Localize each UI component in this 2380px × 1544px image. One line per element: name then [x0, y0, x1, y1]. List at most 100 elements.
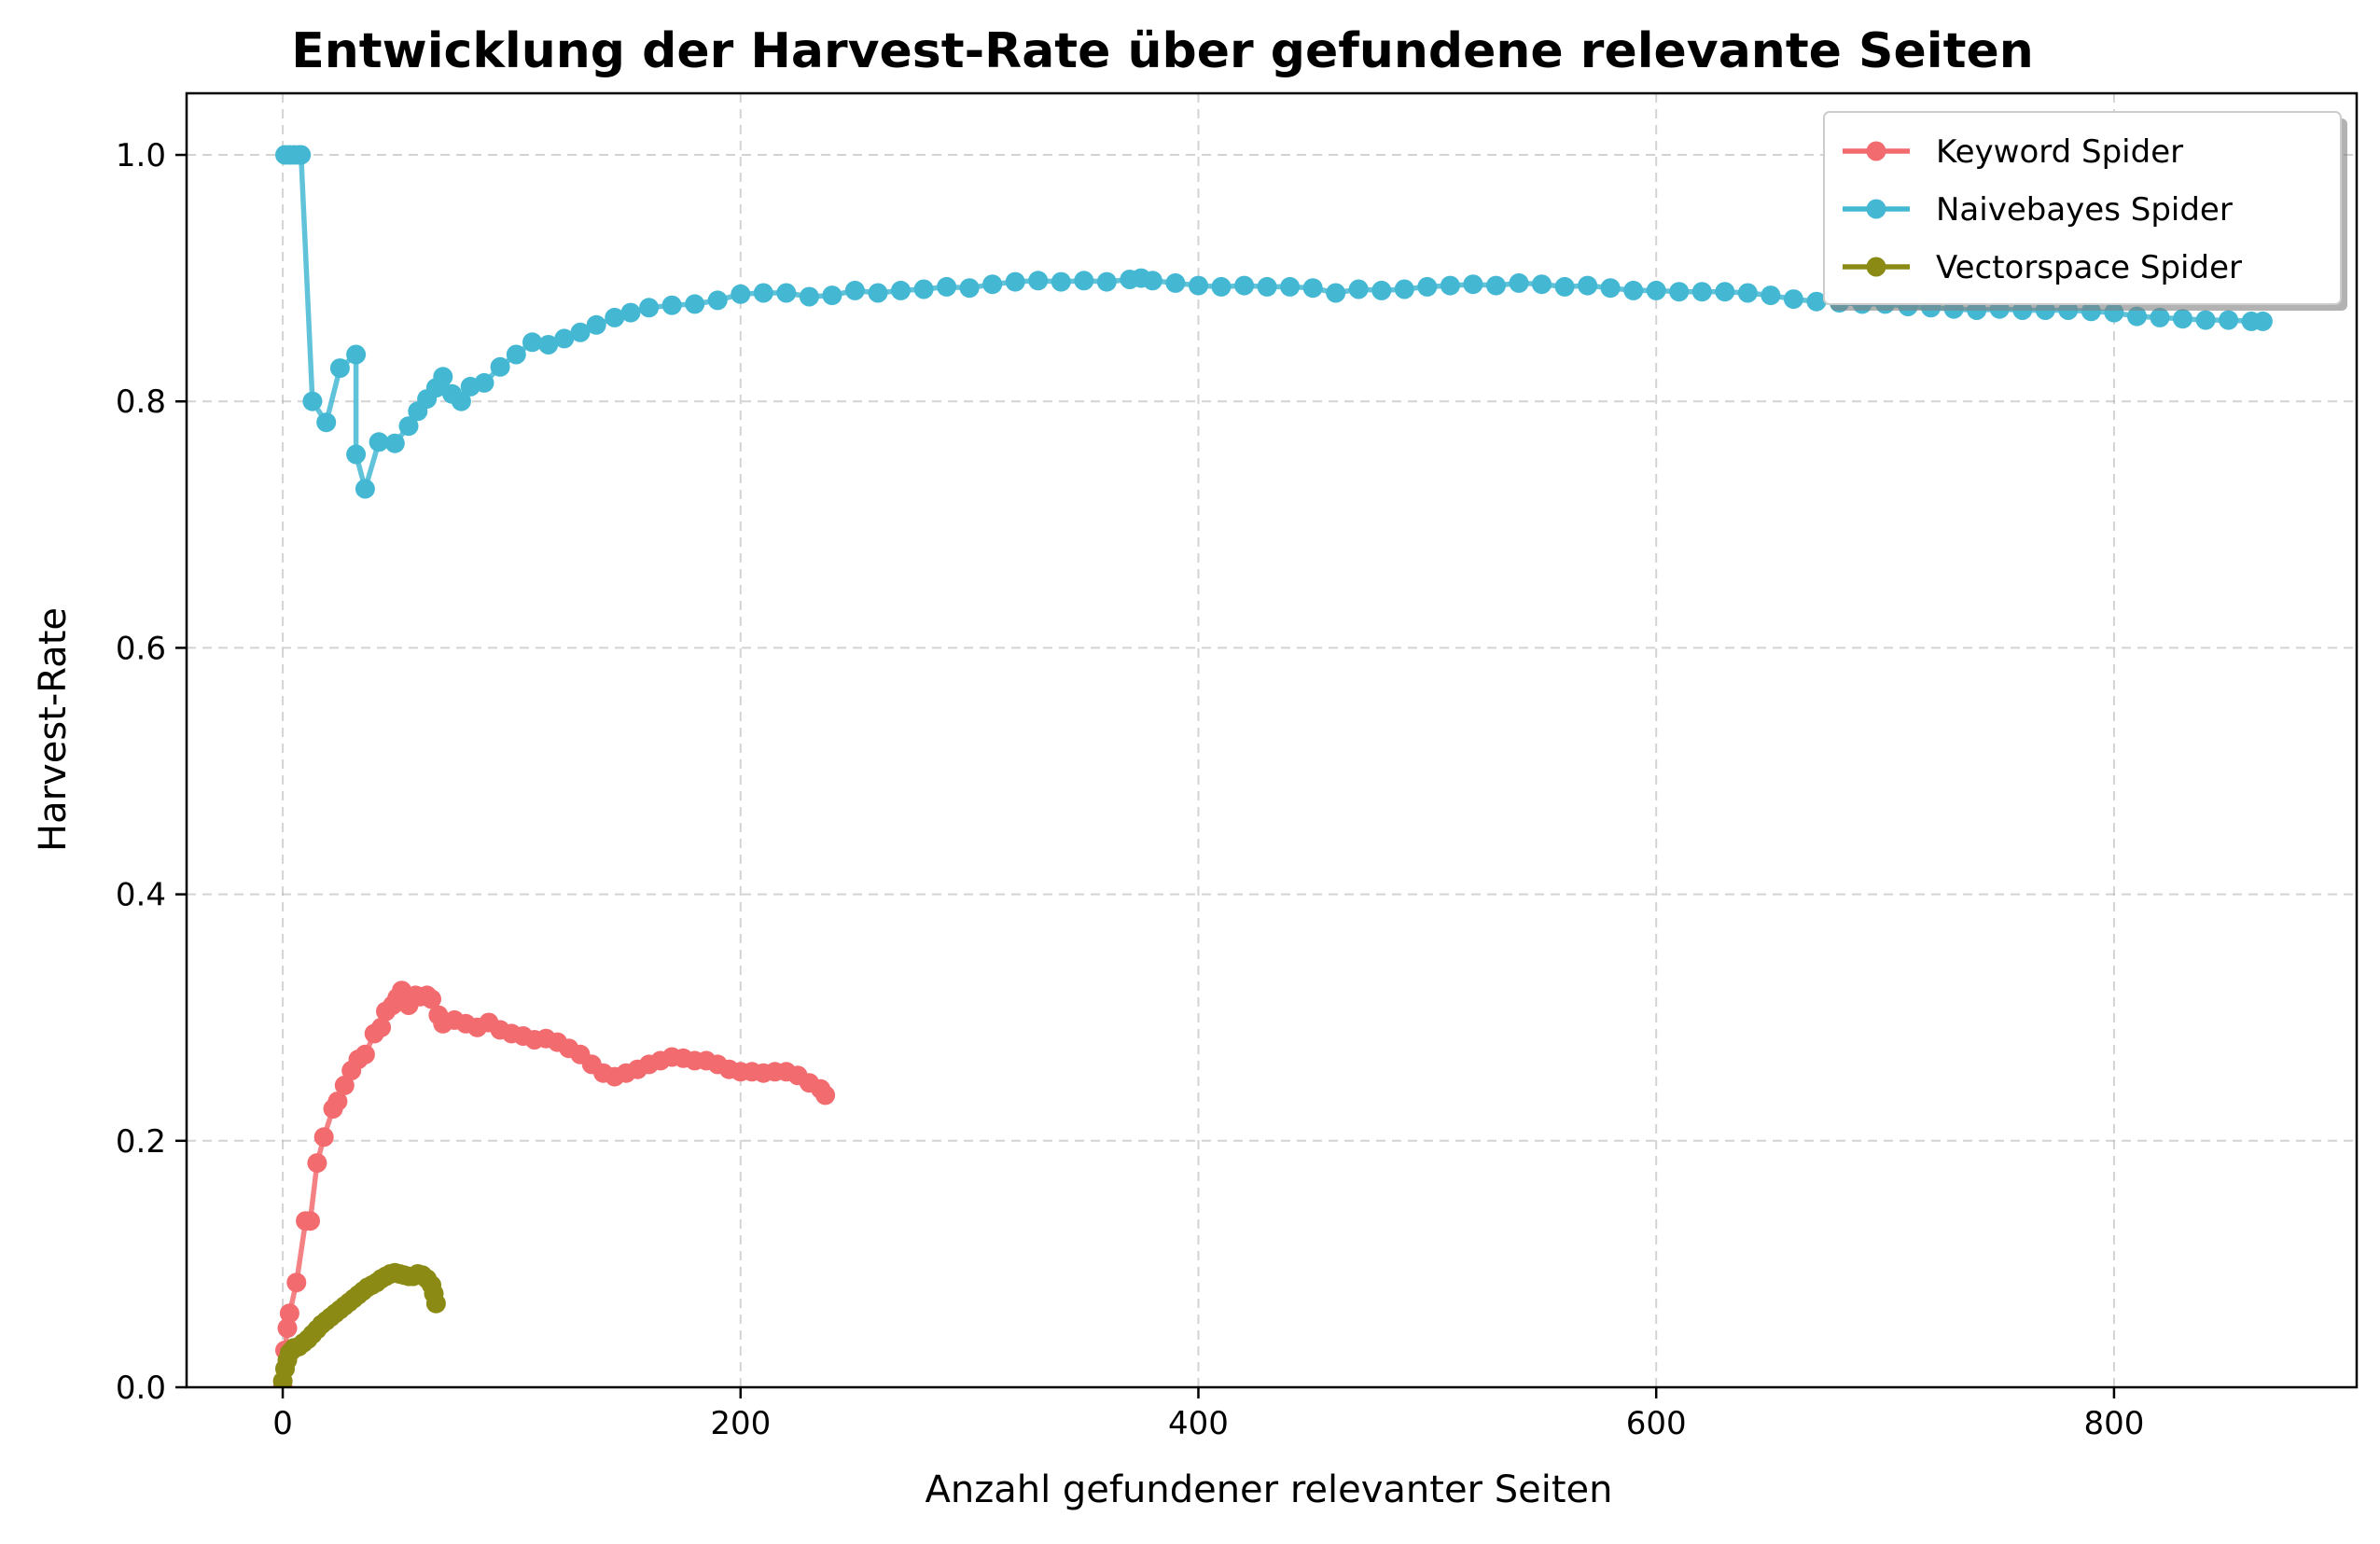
naivebayes-spider-point [554, 328, 575, 349]
naivebayes-spider-point [346, 344, 367, 365]
naivebayes-spider-point [302, 391, 323, 411]
naivebayes-spider-point [1005, 271, 1025, 292]
y-tick-label: 0.6 [116, 630, 166, 667]
plot-area-frame [185, 91, 2359, 1389]
naivebayes-spider-point [1783, 289, 1803, 310]
naivebayes-spider-point [1028, 271, 1049, 291]
naivebayes-spider-point [1554, 276, 1575, 297]
naivebayes-spider-point [355, 479, 375, 499]
naivebayes-spider-point [1715, 282, 1735, 302]
naivebayes-spider-point [570, 322, 591, 342]
naivebayes-spider-point [1165, 272, 1186, 293]
naivebayes-spider-point [1096, 271, 1117, 292]
naivebayes-spider-point [639, 298, 660, 318]
naivebayes-spider-point [522, 332, 542, 353]
naivebayes-spider-point [1646, 280, 1666, 300]
naivebayes-spider-point [753, 283, 773, 303]
naivebayes-spider-point [506, 344, 526, 365]
x-tick-label: 400 [1168, 1405, 1229, 1442]
naivebayes-spider-point [799, 286, 819, 307]
naivebayes-spider-point [1417, 276, 1438, 297]
naivebayes-spider-point [1532, 274, 1552, 295]
naivebayes-spider-point [316, 412, 337, 433]
naivebayes-spider-point [384, 433, 405, 453]
naivebayes-spider-point [1806, 291, 1827, 312]
naivebayes-spider-point [2195, 310, 2216, 330]
naivebayes-spider-point [1600, 278, 1621, 299]
keyword-spider-point [334, 1075, 355, 1095]
naivebayes-spider-point [2150, 307, 2170, 327]
keyword-spider-point [286, 1273, 307, 1293]
naivebayes-spider-point [1623, 280, 1644, 300]
axis-ticks: 0 200 400 600 800 0.0 0.2 0.4 0.6 0.8 1.0 [116, 137, 2144, 1442]
naivebayes-spider-point [1257, 276, 1277, 297]
x-tick-label: 600 [1626, 1405, 1687, 1442]
naivebayes-spider-point [586, 314, 606, 335]
keyword-spider-point [422, 989, 441, 1009]
x-tick-label: 200 [710, 1405, 771, 1442]
naivebayes-spider-point [1440, 275, 1460, 296]
naivebayes-spider-point [1737, 283, 1758, 303]
keyword-spider-point [327, 1092, 348, 1111]
naivebayes-spider-point [620, 302, 641, 323]
naivebayes-spider-point [1761, 285, 1781, 306]
keyword-spider-point [300, 1211, 320, 1231]
y-tick-label: 0.8 [116, 383, 166, 421]
y-axis-label: Harvest-Rate [32, 607, 75, 852]
naivebayes-spider-point [2173, 309, 2192, 329]
keyword-spider-legend-label: Keyword Spider [1936, 133, 2183, 171]
keyword-spider-series [272, 981, 836, 1387]
naivebayes-spider-point [707, 290, 728, 311]
naivebayes-spider-point [538, 335, 559, 355]
naivebayes-spider-point [1371, 280, 1392, 300]
naivebayes-spider-point [1578, 275, 1598, 296]
naivebayes-spider-point [937, 276, 957, 297]
naivebayes-spider-point [1280, 276, 1301, 297]
naivebayes-spider-point [2219, 310, 2239, 330]
y-tick-label: 0.4 [116, 877, 166, 914]
naivebayes-spider-point [891, 280, 911, 300]
naivebayes-spider-point [776, 283, 797, 303]
keyword-spider-point [279, 1303, 299, 1324]
naivebayes-spider-point [1234, 275, 1255, 296]
naivebayes-spider-point [1394, 279, 1414, 299]
y-tick-label: 0.2 [116, 1123, 166, 1161]
keyword-spider-point [371, 1017, 392, 1037]
legend-box [1823, 111, 2342, 305]
naivebayes-spider-point [329, 358, 350, 379]
vectorspace-spider-point [425, 1293, 446, 1314]
naivebayes-spider-point [844, 280, 865, 300]
naivebayes-spider-point [1051, 271, 1071, 292]
x-tick-label: 0 [272, 1405, 293, 1442]
naivebayes-spider-point [1302, 278, 1323, 299]
naivebayes-spider-point [1074, 271, 1094, 291]
naivebayes-spider-point [731, 284, 751, 304]
keyword-spider-point [307, 1153, 327, 1174]
naivebayes-spider-point [605, 307, 625, 327]
naivebayes-spider-point [346, 444, 367, 465]
naivebayes-spider-point [982, 274, 1003, 295]
naivebayes-spider-point [1509, 272, 1529, 293]
naivebayes-spider-point [490, 356, 510, 377]
naivebayes-spider-point [1691, 282, 1712, 302]
x-axis-label: Anzahl gefundener relevanter Seiten [926, 1468, 1613, 1511]
vectorspace-spider-legend-marker [1866, 257, 1886, 277]
naivebayes-spider-point [369, 432, 389, 452]
naivebayes-spider-point [474, 372, 494, 393]
naivebayes-spider-point [1326, 283, 1346, 303]
naivebayes-spider-point [2252, 311, 2273, 331]
naivebayes-spider-point [822, 285, 842, 306]
keyword-spider-point [355, 1044, 375, 1064]
keyword-spider-point [277, 1318, 298, 1339]
naivebayes-spider-point [1486, 275, 1506, 296]
naivebayes-spider-point [398, 416, 419, 437]
vectorspace-spider-series [272, 1262, 446, 1387]
naivebayes-spider-point [433, 367, 453, 387]
naivebayes-spider-point [868, 283, 888, 303]
y-tick-label: 0.0 [116, 1370, 166, 1407]
naivebayes-spider-point [1348, 279, 1369, 299]
y-tick-label: 1.0 [116, 137, 166, 174]
naivebayes-spider-point [1142, 271, 1162, 291]
vectorspace-spider-legend-label: Vectorspace Spider [1936, 249, 2242, 286]
